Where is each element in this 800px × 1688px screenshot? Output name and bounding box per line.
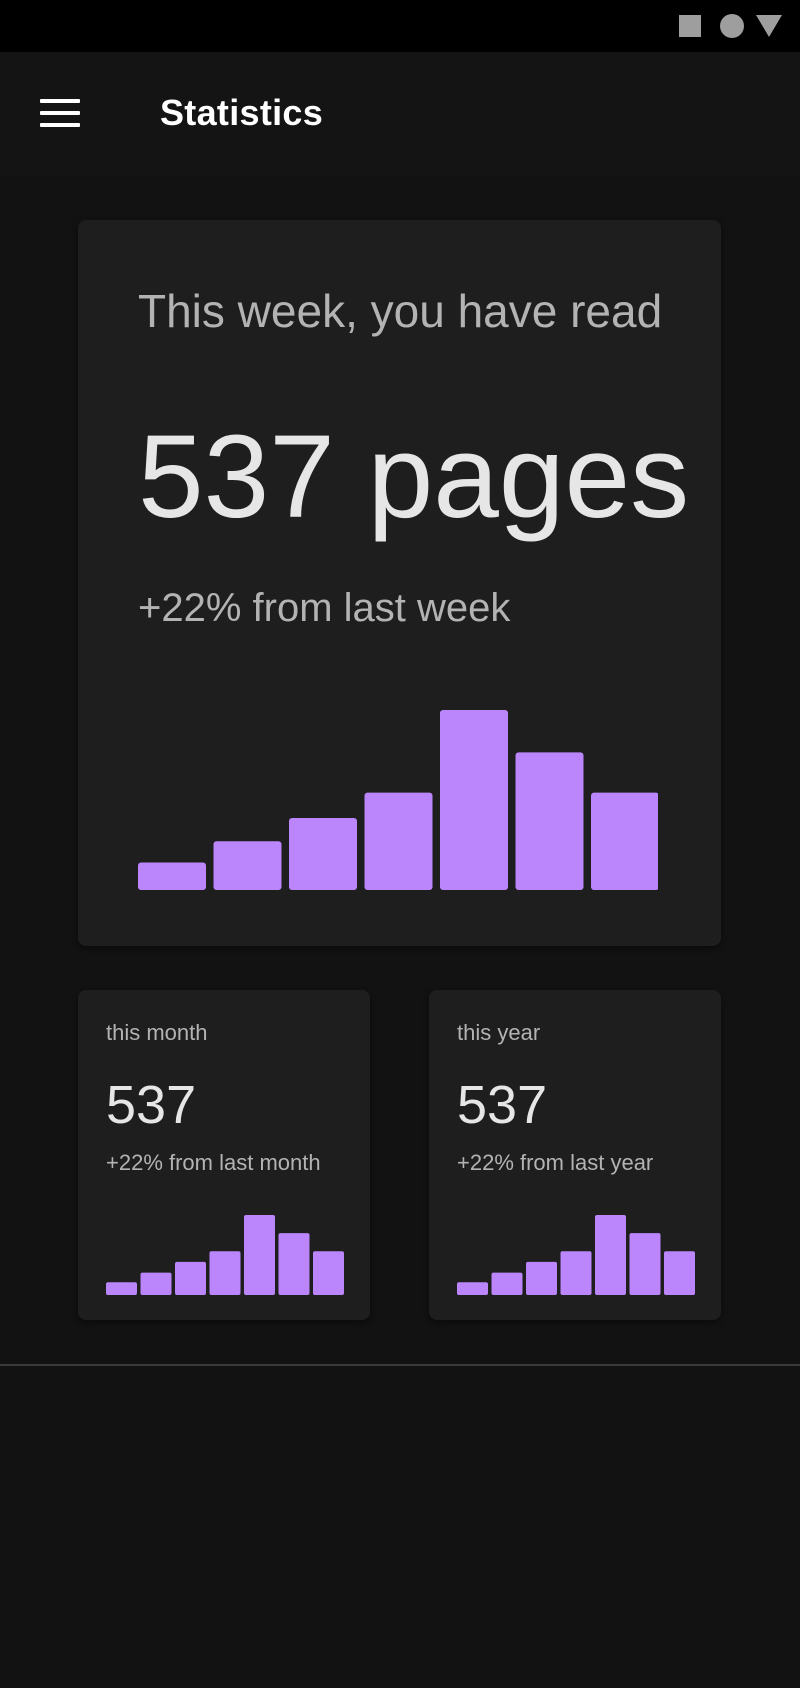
hamburger-icon bbox=[40, 99, 80, 103]
year-bar bbox=[595, 1215, 626, 1295]
month-bar bbox=[106, 1282, 137, 1295]
week-bar bbox=[213, 841, 282, 890]
week-bar bbox=[289, 818, 357, 890]
month-bar bbox=[313, 1251, 344, 1295]
signal-triangle-icon bbox=[756, 15, 782, 37]
month-bar bbox=[244, 1215, 275, 1295]
year-stats-card: this year 537 +22% from last year bbox=[429, 990, 721, 1320]
month-stats-card: this month 537 +22% from last month bbox=[78, 990, 370, 1320]
year-label: this year bbox=[457, 1020, 541, 1045]
week-bar bbox=[138, 862, 206, 890]
status-bar bbox=[0, 0, 800, 52]
hamburger-icon-line bbox=[40, 123, 80, 127]
month-change-text: +22% from last month bbox=[106, 1150, 321, 1175]
week-heading: This week, you have read bbox=[138, 285, 663, 337]
divider bbox=[0, 1364, 800, 1366]
hamburger-icon-line bbox=[40, 111, 80, 115]
week-change-text: +22% from last week bbox=[138, 586, 511, 630]
year-bar-chart bbox=[457, 1215, 695, 1295]
year-bar bbox=[526, 1261, 557, 1295]
month-bar bbox=[209, 1251, 241, 1295]
week-bar bbox=[364, 792, 433, 890]
month-bar-chart bbox=[106, 1215, 344, 1295]
month-bar bbox=[278, 1233, 310, 1295]
week-bar bbox=[440, 710, 508, 890]
week-bar-chart bbox=[138, 710, 658, 890]
month-bar bbox=[175, 1261, 206, 1295]
year-change-text: +22% from last year bbox=[457, 1150, 654, 1175]
year-value: 537 bbox=[457, 1075, 548, 1135]
year-bar bbox=[664, 1251, 695, 1295]
week-bar bbox=[591, 792, 658, 890]
year-bar bbox=[491, 1272, 523, 1295]
app-bar: Statistics bbox=[0, 52, 800, 176]
month-label: this month bbox=[106, 1020, 208, 1045]
year-bar bbox=[457, 1282, 488, 1295]
page-title: Statistics bbox=[160, 92, 324, 133]
record-icon bbox=[720, 14, 744, 38]
month-value: 537 bbox=[106, 1075, 197, 1135]
week-bar bbox=[515, 752, 584, 890]
year-bar bbox=[560, 1251, 592, 1295]
year-bar bbox=[629, 1233, 661, 1295]
stop-icon bbox=[679, 15, 701, 37]
month-bar bbox=[140, 1272, 172, 1295]
week-stats-card: This week, you have read 537 pages +22% … bbox=[78, 220, 721, 946]
week-pages-value: 537 pages bbox=[138, 411, 690, 543]
menu-button[interactable] bbox=[30, 85, 90, 141]
